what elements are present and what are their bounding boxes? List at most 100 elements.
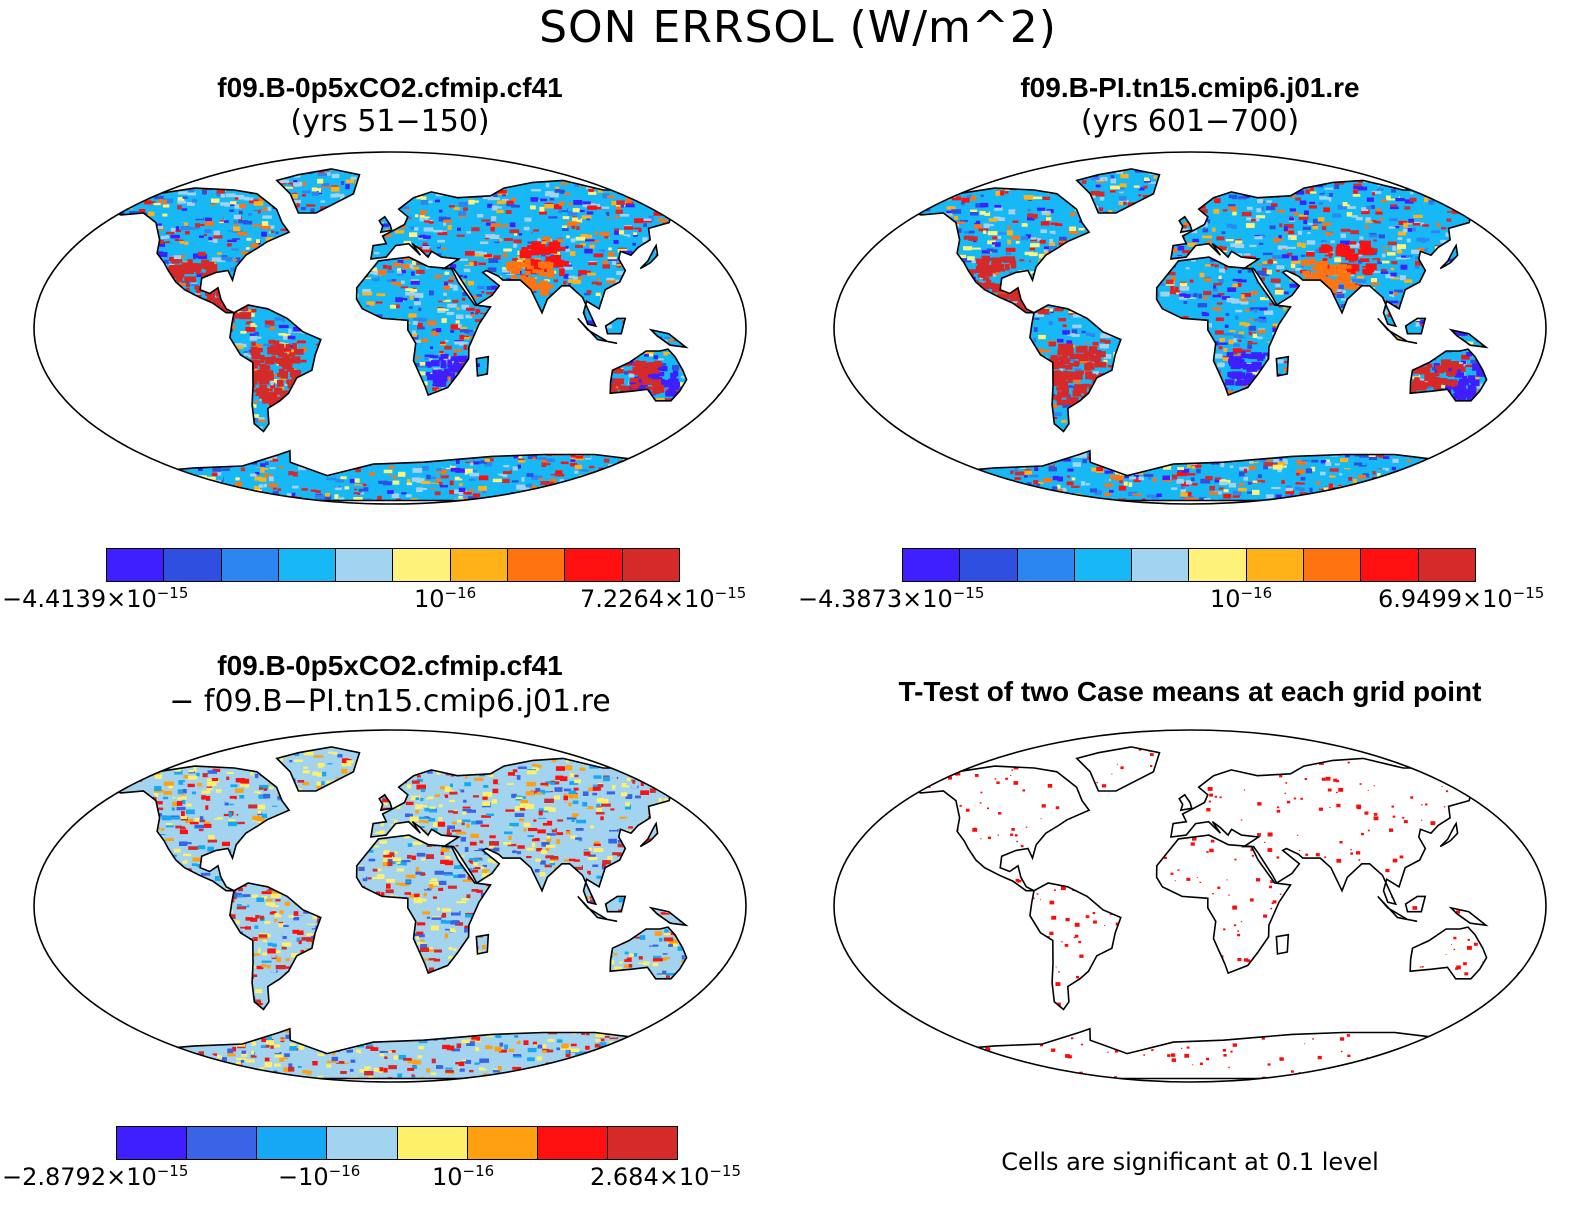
colorbar-case1-swatch-1 (107, 549, 165, 581)
map-difference-coast-borneo (604, 895, 627, 913)
colorbar-case1-swatch-3 (221, 549, 279, 581)
map-case2-coast-uk (1178, 215, 1193, 234)
map-case1-coast-eurasia (369, 179, 702, 328)
map-ttest-coast-africa (1155, 834, 1292, 975)
map-case2-coast-nz (1498, 393, 1530, 417)
panel1-title: f09.B-0p5xCO2.cfmip.cf41 (217, 72, 563, 103)
colorbar-case2-swatch-10 (1418, 549, 1475, 581)
colorbar-case2-swatch-6 (1189, 549, 1247, 581)
map-ttest-coast-eurasia (1169, 757, 1502, 906)
map-difference (33, 729, 747, 1083)
map-case1-coast-nz (698, 393, 730, 417)
panel3-title: f09.B-0p5xCO2.cfmip.cf41 (217, 650, 563, 681)
map-ttest-coast-uk (1178, 793, 1193, 812)
colorbar-case2-swatch-9 (1361, 549, 1419, 581)
colorbar-case2-swatch-4 (1074, 549, 1133, 581)
map-difference-coast-newguinea (648, 906, 689, 927)
map-case2-field (894, 168, 1528, 501)
map-ttest-globe-outline (833, 729, 1547, 1083)
map-difference-coast-uk (378, 793, 393, 812)
map-difference-coast-namerica (101, 765, 291, 892)
colorbar-difference-swatch-6 (467, 1127, 538, 1159)
map-case2-coast-australia (1409, 348, 1488, 402)
map-case2-coast-borneo (1404, 317, 1427, 335)
map-case1-coast-australia (609, 348, 688, 402)
map-case1-coast-africa (355, 256, 492, 397)
panel4-title: T-Test of two Case means at each grid po… (898, 676, 1482, 707)
colorbar-difference-swatch-7 (537, 1127, 608, 1159)
panel2-title: f09.B-PI.tn15.cmip6.j01.re (1020, 72, 1360, 103)
map-case2-globe-outline (833, 151, 1547, 505)
map-case2-coast-madagascar (1275, 355, 1290, 377)
colorbar-case1-swatch-5 (336, 549, 394, 581)
map-ttest-coast-indonesia (1377, 895, 1418, 923)
colorbar-difference-swatch-4 (327, 1127, 398, 1159)
colorbar-case1-swatch-2 (164, 549, 222, 581)
map-case1-globe-outline (33, 151, 747, 505)
map-difference-coast-indonesia (577, 895, 618, 923)
map-difference-coast-africa (355, 834, 492, 975)
ttest-note: Cells are significant at 0.1 level (1001, 1148, 1379, 1176)
map-difference-coast-madagascar (475, 933, 490, 955)
map-difference-coast-australia (609, 926, 688, 980)
colorbar-case1-swatch-7 (450, 549, 509, 581)
colorbar-difference-max-label: 2.684×10−15 (590, 1162, 742, 1191)
map-ttest (833, 729, 1547, 1083)
colorbar-difference (116, 1126, 678, 1160)
map-case1-coast-uk (378, 215, 393, 234)
map-difference-coast-japan (639, 821, 659, 848)
map-case2-coast-japan (1439, 243, 1459, 270)
map-case1-field (94, 168, 728, 501)
colorbar-case2-mid-label: 10−16 (1210, 584, 1273, 613)
map-case1-coastlines (94, 168, 730, 502)
colorbar-case1-min-label: −4.4139×10−15 (2, 584, 189, 613)
map-ttest-coast-samerica (1029, 882, 1122, 1011)
panel2-subtitle: (yrs 601−700) (1080, 104, 1300, 139)
colorbar-case1 (106, 548, 680, 582)
panel3-subtitle: − f09.B−PI.tn15.cmip6.j01.re (169, 684, 611, 719)
panel1-subtitle: (yrs 51−150) (290, 104, 490, 139)
colorbar-case2-swatch-5 (1132, 549, 1190, 581)
map-ttest-coast-borneo (1404, 895, 1427, 913)
map-case2-coast-samerica (1029, 304, 1122, 433)
map-case2-coast-newguinea (1448, 328, 1489, 349)
map-case1-coast-samerica (229, 304, 322, 433)
map-case1-coast-madagascar (475, 355, 490, 377)
map-ttest-coast-newguinea (1448, 906, 1489, 927)
map-difference-coast-eurasia (369, 757, 702, 906)
map-case1-coast-namerica (101, 187, 291, 314)
colorbar-case2-swatch-7 (1246, 549, 1305, 581)
map-case1-coast-greenland (275, 168, 361, 214)
colorbar-difference-pos-label: 10−16 (432, 1162, 495, 1191)
colorbar-case2-swatch-3 (1017, 549, 1075, 581)
map-case2 (833, 151, 1547, 505)
colorbar-case1-swatch-9 (565, 549, 623, 581)
colorbar-difference-swatch-3 (257, 1127, 328, 1159)
colorbar-case1-max-label: 7.2264×10−15 (580, 584, 747, 613)
map-case1-coast-newguinea (648, 328, 689, 349)
map-difference-field (94, 746, 728, 1079)
map-ttest-coast-japan (1439, 821, 1459, 848)
colorbar-case2-max-label: 6.9499×10−15 (1378, 584, 1545, 613)
colorbar-difference-swatch-2 (187, 1127, 258, 1159)
map-ttest-field (894, 746, 1528, 1079)
colorbar-case2-min-label: −4.3873×10−15 (798, 584, 985, 613)
colorbar-difference-swatch-1 (117, 1127, 188, 1159)
map-difference-coast-nz (698, 971, 730, 995)
colorbar-case2-swatch-8 (1304, 549, 1362, 581)
map-ttest-coast-namerica (901, 765, 1091, 892)
colorbar-case2 (902, 548, 1476, 582)
colorbar-difference-neg-label: −10−16 (278, 1162, 361, 1191)
colorbar-difference-swatch-8 (607, 1127, 677, 1159)
colorbar-case2-swatch-2 (960, 549, 1018, 581)
colorbar-difference-min-label: −2.8792×10−15 (2, 1162, 189, 1191)
colorbar-case1-swatch-6 (393, 549, 451, 581)
map-case2-coast-greenland (1075, 168, 1161, 214)
map-ttest-coast-australia (1409, 926, 1488, 980)
map-case2-coast-eurasia (1169, 179, 1502, 328)
map-difference-globe-outline (33, 729, 747, 1083)
map-difference-coast-samerica (229, 882, 322, 1011)
colorbar-case1-swatch-4 (278, 549, 337, 581)
map-difference-coast-greenland (275, 746, 361, 792)
colorbar-case1-swatch-10 (622, 549, 679, 581)
